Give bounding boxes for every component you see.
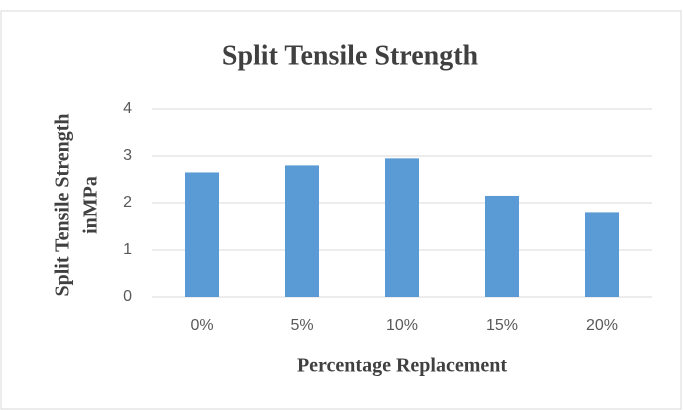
bar xyxy=(585,212,619,297)
y-tick-label: 3 xyxy=(123,147,132,164)
y-tick-label: 0 xyxy=(123,288,132,305)
y-axis-label: inMPa xyxy=(80,176,102,234)
bar xyxy=(185,172,219,297)
y-tick-label: 1 xyxy=(123,241,132,258)
bar xyxy=(485,195,519,297)
chart-title: Split Tensile Strength xyxy=(222,40,479,71)
x-axis-label: Percentage Replacement xyxy=(297,355,507,377)
y-axis-label: Split Tensile Strength xyxy=(52,113,74,296)
x-tick-label: 5% xyxy=(290,317,313,334)
x-tick-label: 15% xyxy=(486,317,518,334)
y-tick-label: 2 xyxy=(123,194,132,211)
x-tick-label: 10% xyxy=(386,317,418,334)
x-tick-label: 20% xyxy=(586,317,618,334)
bar xyxy=(385,158,419,297)
x-tick-label: 0% xyxy=(190,317,213,334)
y-tick-label: 4 xyxy=(123,100,132,117)
chart-border xyxy=(0,10,682,410)
bar xyxy=(285,165,319,297)
